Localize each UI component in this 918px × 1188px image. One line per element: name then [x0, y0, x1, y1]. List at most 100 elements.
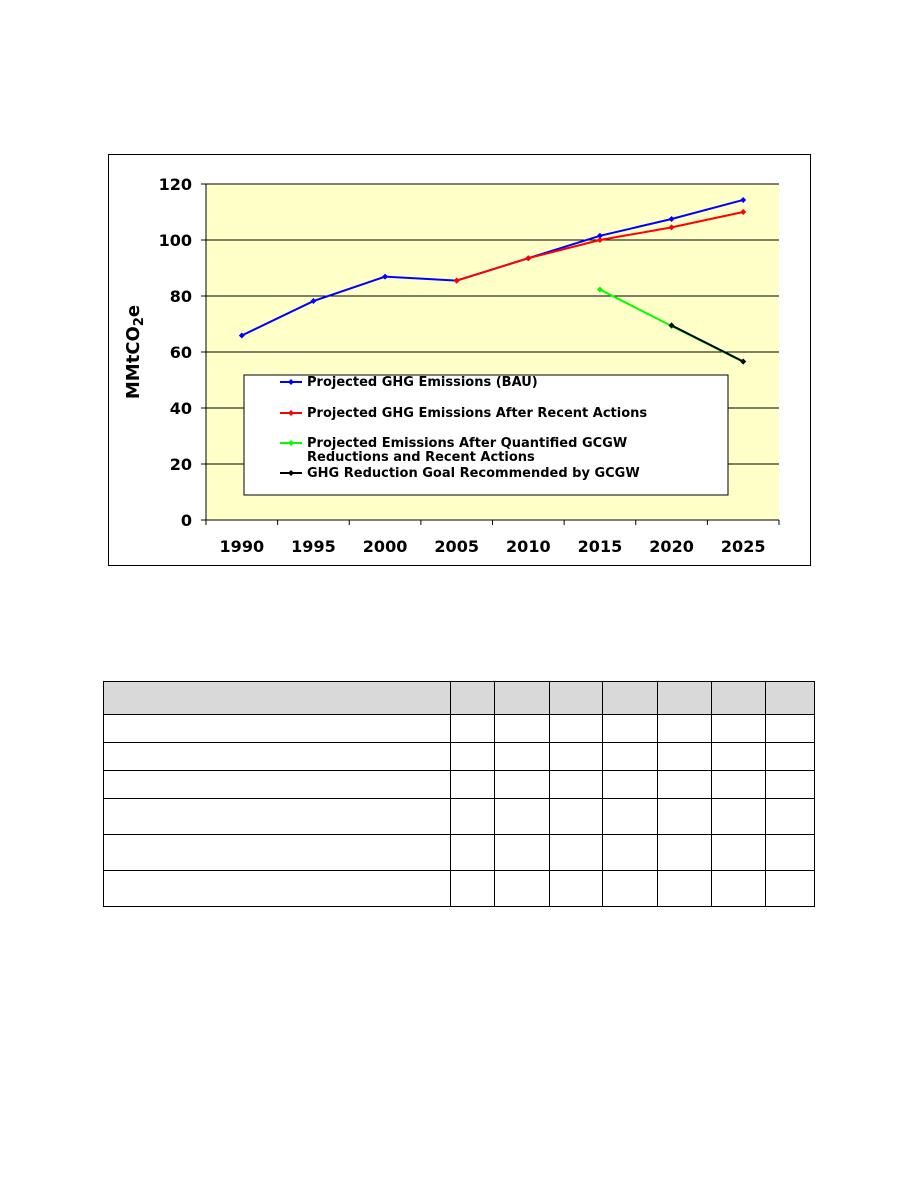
table-cell [602, 770, 658, 799]
series-line [671, 324, 744, 363]
data-point [238, 332, 245, 339]
y-tick-label: 0 [181, 511, 192, 530]
x-tick-label: 1990 [220, 537, 265, 556]
table-cell [450, 870, 495, 907]
legend-marker [288, 410, 294, 416]
data-point [668, 216, 675, 222]
table-cell [711, 742, 766, 771]
table-cell [103, 770, 451, 799]
legend-entry: Projected GHG Emissions After Recent Act… [307, 406, 647, 421]
legend-marker [288, 470, 294, 476]
table-row [103, 798, 815, 835]
x-tick-label: 2010 [506, 537, 551, 556]
table-cell [103, 742, 451, 771]
table-cell [711, 770, 766, 799]
y-tick-label: 80 [170, 287, 192, 306]
x-tick-label: 2005 [434, 537, 479, 556]
table-header-cell [711, 681, 766, 715]
legend-entry: GHG Reduction Goal Recommended by GCGW [307, 466, 640, 481]
table-cell [549, 798, 603, 835]
table-cell [549, 834, 603, 871]
table-cell [657, 834, 712, 871]
table-header-cell [657, 681, 712, 715]
data-point [310, 298, 317, 305]
table-header-cell [494, 681, 550, 715]
table-header-cell [549, 681, 603, 715]
chart-frame: 0 20 40 60 80 100 120 1990 1995 2000 2005 2010 2015… [108, 154, 811, 566]
x-tick-label: 2015 [578, 537, 623, 556]
data-point [596, 286, 603, 293]
table-cell [657, 798, 712, 835]
table-cell [494, 834, 550, 871]
legend: Projected GHG Emissions (BAU) Projected G… [243, 374, 729, 496]
table-cell [494, 742, 550, 771]
table-cell [657, 742, 712, 771]
table-cell [549, 770, 603, 799]
table-header-row [103, 681, 815, 715]
y-tick-label: 40 [170, 399, 192, 418]
x-tick-label: 1995 [291, 537, 336, 556]
table-cell [765, 798, 815, 835]
table-cell [765, 714, 815, 743]
table-cell [711, 870, 766, 907]
x-tick-labels: 1990 1995 2000 2005 2010 2015 2020 2025 [220, 537, 766, 556]
table-row [103, 770, 815, 799]
data-point [596, 232, 603, 239]
table-cell [657, 770, 712, 799]
data-point [596, 237, 603, 243]
data-point [740, 358, 747, 365]
data-point [740, 209, 747, 215]
table-cell [450, 798, 495, 835]
data-point [740, 196, 747, 203]
series-2 [453, 209, 747, 284]
y-axis-label: MMtCO2e [123, 305, 147, 399]
x-tick-label: 2020 [649, 537, 694, 556]
table-cell [494, 714, 550, 743]
table-cell [602, 798, 658, 835]
x-tick-label: 2025 [721, 537, 766, 556]
y-tick-labels: 0 20 40 60 80 100 120 [159, 175, 192, 530]
table-cell [450, 770, 495, 799]
table-row [103, 870, 815, 907]
table-header-cell [602, 681, 658, 715]
table-header-cell [765, 681, 815, 715]
table-cell [450, 742, 495, 771]
table-cell [657, 714, 712, 743]
table-row [103, 742, 815, 771]
table-cell [711, 798, 766, 835]
table-cell [549, 870, 603, 907]
data-point [668, 322, 675, 329]
table-cell [765, 834, 815, 871]
table-cell [450, 834, 495, 871]
table-cell [494, 798, 550, 835]
data-point [382, 273, 389, 280]
table-cell [494, 870, 550, 907]
table-cell [711, 834, 766, 871]
y-tick-label: 120 [159, 175, 192, 194]
y-tick-label: 100 [159, 231, 192, 250]
series-lines [238, 196, 747, 365]
emissions-line-chart: 0 20 40 60 80 100 120 1990 1995 2000 2005 2010 2015… [123, 175, 780, 556]
legend-entry: Projected GHG Emissions (BAU) [307, 375, 538, 390]
table-cell [450, 714, 495, 743]
table-cell [103, 870, 451, 907]
axes [201, 183, 780, 525]
table-cell [657, 870, 712, 907]
y-tick-label: 20 [170, 455, 192, 474]
table-cell [103, 834, 451, 871]
table-header-cell [450, 681, 495, 715]
table-row [103, 834, 815, 871]
y-tick-label: 60 [170, 343, 192, 362]
legend-marker [288, 379, 294, 385]
table-cell [494, 770, 550, 799]
emissions-table [103, 681, 815, 907]
table-cell [549, 714, 603, 743]
data-point [525, 255, 532, 262]
table-row [103, 714, 815, 743]
table-cell [103, 714, 451, 743]
table-cell [765, 770, 815, 799]
table-cell [549, 742, 603, 771]
data-point [668, 224, 675, 231]
table-cell [602, 742, 658, 771]
series-4 [668, 322, 747, 365]
